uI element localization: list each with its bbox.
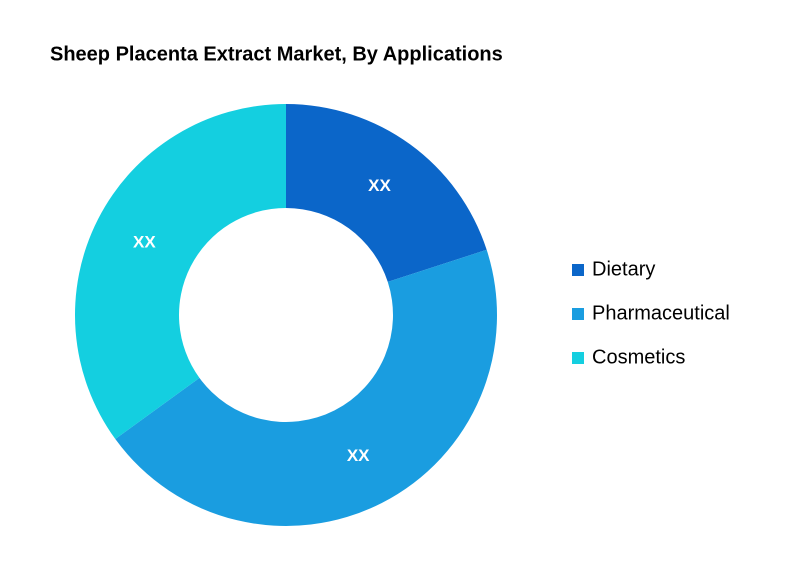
donut-segment [75, 104, 286, 440]
legend-swatch [572, 308, 584, 320]
legend-label: Cosmetics [592, 346, 685, 368]
value-label: XX [347, 446, 370, 465]
legend-swatch [572, 352, 584, 364]
legend-swatch [572, 264, 584, 276]
value-label: XX [368, 176, 391, 195]
chart-title: Sheep Placenta Extract Market, By Applic… [50, 43, 503, 65]
legend-label: Pharmaceutical [592, 302, 730, 324]
legend-label: Dietary [592, 258, 655, 280]
donut-segment [286, 104, 487, 282]
value-label: XX [133, 232, 156, 251]
donut-segment [115, 249, 498, 527]
